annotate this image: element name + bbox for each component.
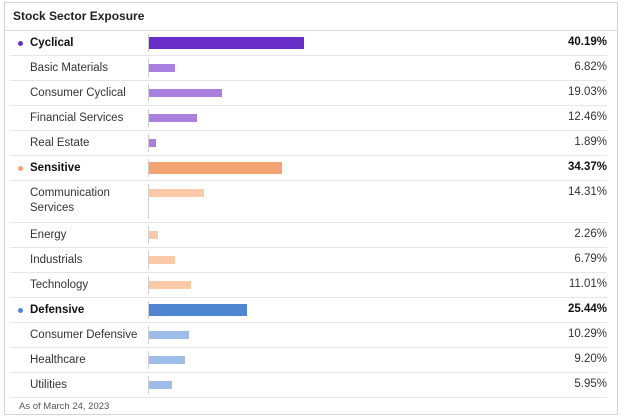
sector-bar-communication-services bbox=[149, 189, 205, 197]
sector-row-financial-services: Financial Services 12.46% bbox=[10, 106, 607, 131]
sector-row-energy: Energy 2.26% bbox=[10, 223, 607, 248]
group-dot-icon bbox=[18, 308, 23, 313]
bar-axis-line bbox=[148, 351, 149, 369]
bar-axis-line bbox=[148, 301, 149, 319]
title-divider bbox=[5, 30, 617, 31]
group-dot-icon bbox=[18, 166, 23, 171]
group-bar-defensive bbox=[149, 304, 248, 316]
bar-axis-line bbox=[148, 276, 149, 294]
sector-bar-consumer-cyclical bbox=[149, 89, 223, 97]
sector-value: 1.89% bbox=[574, 136, 607, 148]
sector-row-technology: Technology 11.01% bbox=[10, 273, 607, 298]
group-value: 40.19% bbox=[567, 36, 607, 48]
bar-axis-line bbox=[148, 84, 149, 102]
group-label: Cyclical bbox=[30, 37, 74, 49]
sector-row-communication-services: Communication Services 14.31% bbox=[10, 181, 607, 223]
bar-axis-line bbox=[148, 59, 149, 77]
bar-axis-line bbox=[148, 376, 149, 394]
sector-label: Energy bbox=[30, 229, 67, 241]
sector-value: 2.26% bbox=[574, 228, 607, 240]
sector-label: Real Estate bbox=[30, 137, 90, 149]
sector-value: 9.20% bbox=[574, 353, 607, 365]
bar-axis-line bbox=[148, 251, 149, 269]
sector-bar-financial-services bbox=[149, 114, 198, 122]
sector-label: Communication Services bbox=[30, 187, 110, 214]
sector-label: Financial Services bbox=[30, 112, 124, 124]
group-row-cyclical: Cyclical 40.19% bbox=[10, 31, 607, 56]
group-bar-cyclical bbox=[149, 37, 305, 49]
sector-label: Utilities bbox=[30, 379, 68, 391]
sector-row-real-estate: Real Estate 1.89% bbox=[10, 131, 607, 156]
sector-label: Industrials bbox=[30, 254, 83, 266]
sector-value: 5.95% bbox=[574, 378, 607, 390]
sector-bar-technology bbox=[149, 281, 192, 289]
sector-label: Consumer Defensive bbox=[30, 329, 138, 341]
group-row-sensitive: Sensitive 34.37% bbox=[10, 156, 607, 181]
as-of-date: As of March 24, 2023 bbox=[19, 401, 110, 412]
sector-value: 12.46% bbox=[567, 111, 607, 123]
group-dot-icon bbox=[18, 41, 23, 46]
group-value: 34.37% bbox=[567, 161, 607, 173]
group-row-defensive: Defensive 25.44% bbox=[10, 298, 607, 323]
sector-label: Consumer Cyclical bbox=[30, 87, 126, 99]
sector-label: Technology bbox=[30, 279, 89, 291]
bar-axis-line bbox=[148, 134, 149, 152]
sector-bar-energy bbox=[149, 231, 158, 239]
sector-value: 14.31% bbox=[567, 186, 607, 198]
bar-axis-line bbox=[148, 184, 149, 219]
group-label: Sensitive bbox=[30, 162, 81, 174]
sector-value: 6.82% bbox=[574, 61, 607, 73]
panel-title: Stock Sector Exposure bbox=[13, 9, 145, 23]
sector-row-consumer-defensive: Consumer Defensive 10.29% bbox=[10, 323, 607, 348]
sector-value: 19.03% bbox=[567, 86, 607, 98]
sector-label: Basic Materials bbox=[30, 62, 108, 74]
sector-value: 6.79% bbox=[574, 253, 607, 265]
sector-bar-utilities bbox=[149, 381, 172, 389]
sector-exposure-panel: Stock Sector Exposure Cyclical 40.19% Basi… bbox=[4, 2, 618, 415]
sector-bar-real-estate bbox=[149, 139, 157, 147]
sector-bar-industrials bbox=[149, 256, 176, 264]
group-bar-sensitive bbox=[149, 162, 282, 174]
sector-row-consumer-cyclical: Consumer Cyclical 19.03% bbox=[10, 81, 607, 106]
bar-axis-line bbox=[148, 226, 149, 244]
sector-row-utilities: Utilities 5.95% bbox=[10, 373, 607, 398]
sector-value: 10.29% bbox=[567, 328, 607, 340]
sector-bar-consumer-defensive bbox=[149, 331, 189, 339]
group-value: 25.44% bbox=[567, 303, 607, 315]
sector-row-healthcare: Healthcare 9.20% bbox=[10, 348, 607, 373]
bar-axis-line bbox=[148, 159, 149, 177]
bar-axis-line bbox=[148, 326, 149, 344]
group-label: Defensive bbox=[30, 304, 85, 316]
sector-bar-healthcare bbox=[149, 356, 185, 364]
bar-axis-line bbox=[148, 34, 149, 52]
sector-label: Healthcare bbox=[30, 354, 86, 366]
sector-value: 11.01% bbox=[568, 278, 607, 290]
bar-axis-line bbox=[148, 109, 149, 127]
sector-row-basic-materials: Basic Materials 6.82% bbox=[10, 56, 607, 81]
sector-row-industrials: Industrials 6.79% bbox=[10, 248, 607, 273]
sector-bar-basic-materials bbox=[149, 64, 176, 72]
